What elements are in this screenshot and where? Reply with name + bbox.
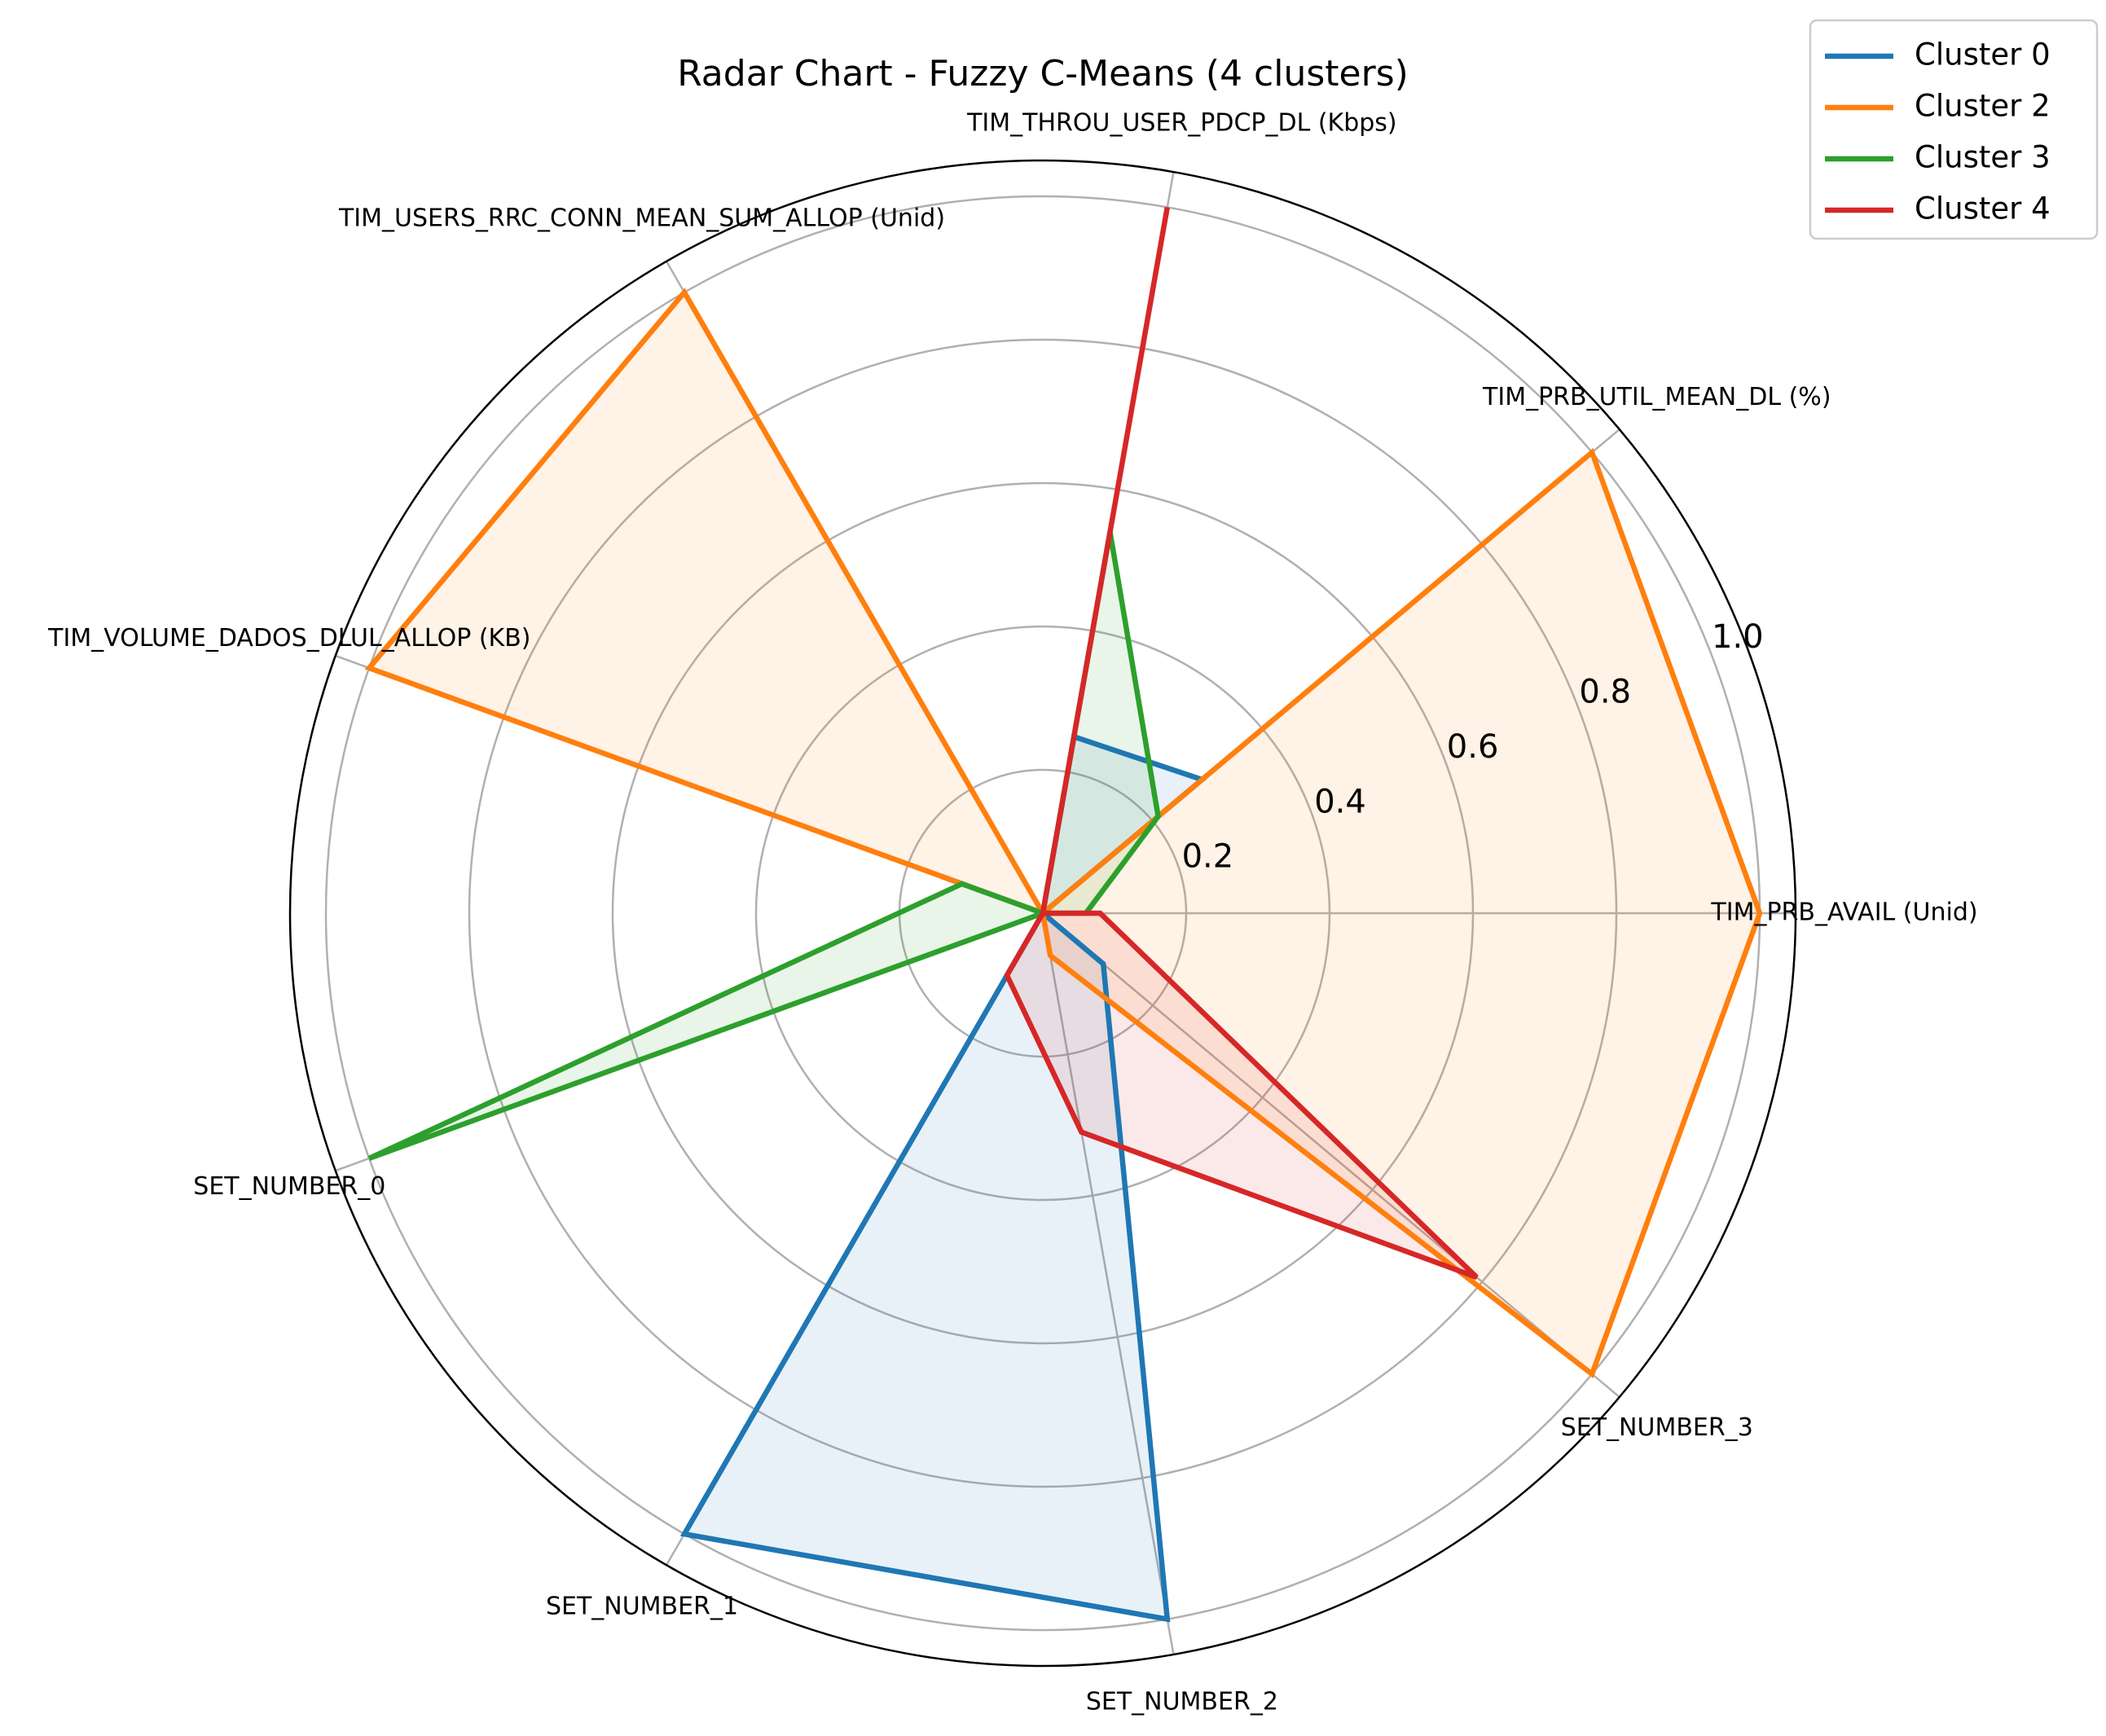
series-lines	[364, 206, 1763, 1623]
legend-label: Cluster 0	[1915, 37, 2051, 73]
axis-label: TIM_USERS_RRC_CONN_MEAN_SUM_ALLOP (Unid)	[338, 204, 945, 232]
legend: Cluster 0 Cluster 2 Cluster 3 Cluster 4	[1809, 19, 2099, 240]
series-line-1	[364, 288, 1763, 1378]
outer-frame	[288, 159, 1797, 1668]
chart-title: Radar Chart - Fuzzy C-Means (4 clusters)	[677, 53, 1409, 94]
axis-label: SET_NUMBER_2	[1086, 1688, 1278, 1716]
series-fill-0	[684, 736, 1202, 1620]
legend-box	[1809, 19, 2099, 240]
legend-label: Cluster 2	[1915, 89, 2051, 124]
radial-tick-labels: 0.2 0.4 0.6 0.8 1.0	[1182, 618, 1764, 875]
series-line-2	[367, 531, 1162, 1162]
radial-tick-label: 1.0	[1712, 618, 1764, 656]
axis-label: TIM_PRB_AVAIL (Unid)	[1710, 899, 1977, 927]
radial-tick-label: 0.8	[1579, 674, 1631, 711]
axis-labels: TIM_PRB_AVAIL (Unid) TIM_PRB_UTIL_MEAN_DL…	[47, 108, 1977, 1716]
series-fill-1	[369, 292, 1761, 1374]
series-line-3	[1004, 206, 1479, 1280]
radial-tick-label: 0.6	[1447, 728, 1499, 766]
legend-label: Cluster 4	[1915, 191, 2051, 226]
axis-label: TIM_VOLUME_DADOS_DLUL_ALLOP (KB)	[47, 624, 530, 653]
axis-label: SET_NUMBER_3	[1561, 1413, 1753, 1442]
radial-tick-label: 0.4	[1314, 783, 1366, 820]
grid-spoke	[1041, 912, 1175, 1655]
legend-label: Cluster 3	[1915, 140, 2051, 175]
axis-label: TIM_THROU_USER_PDCP_DL (Kbps)	[966, 108, 1397, 137]
axis-label: SET_NUMBER_1	[546, 1593, 738, 1621]
grid-spoke	[1042, 912, 1620, 1398]
axis-label: TIM_PRB_UTIL_MEAN_DL (%)	[1482, 383, 1831, 411]
axis-label: SET_NUMBER_0	[193, 1172, 385, 1201]
radial-tick-label: 0.2	[1182, 838, 1234, 876]
